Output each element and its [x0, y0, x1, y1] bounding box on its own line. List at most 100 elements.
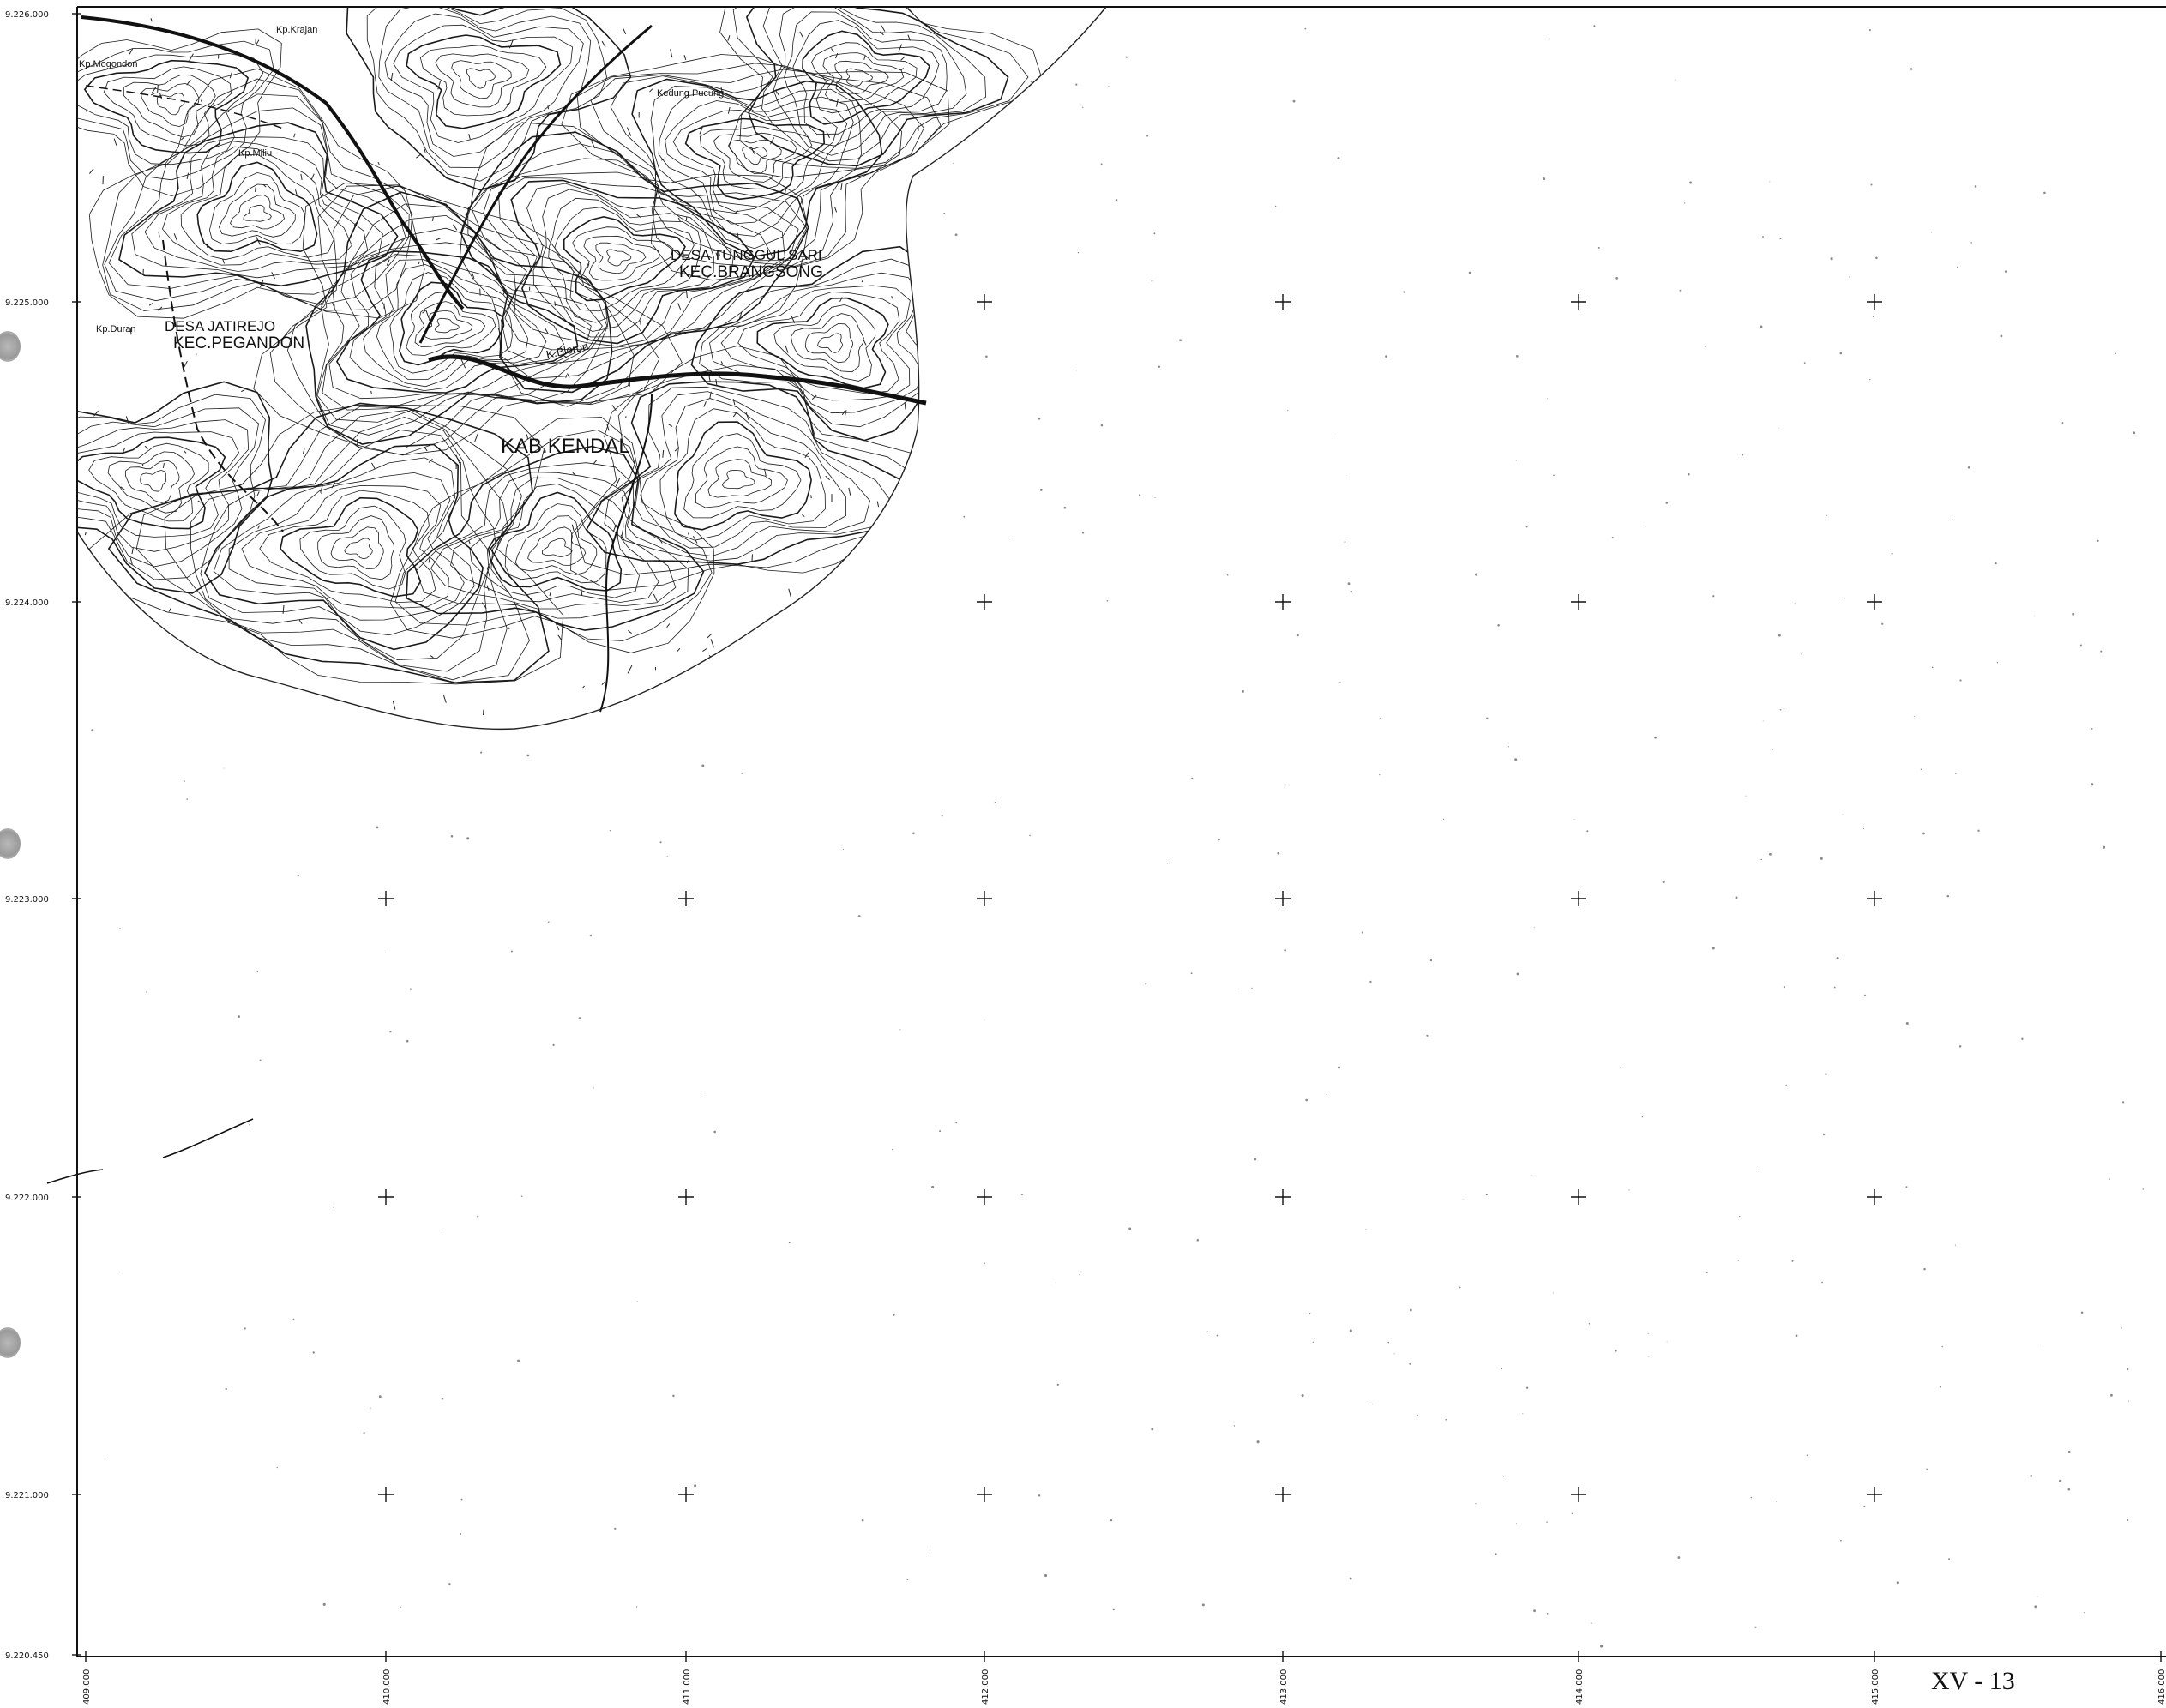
terrain-hachure [835, 52, 839, 59]
speckle-dot [517, 1359, 520, 1362]
speckle-dot [1654, 736, 1657, 739]
terrain-hachure [572, 130, 576, 134]
speckle-dot [119, 928, 121, 929]
contour-line [721, 470, 755, 490]
contour-line [414, 301, 486, 347]
contour-line [434, 317, 460, 334]
speckle-dot [1868, 29, 1871, 32]
contour-line [164, 409, 508, 681]
terrain-hachure [425, 310, 430, 318]
speckle-dot [892, 1148, 893, 1151]
speckle-dot [450, 835, 454, 838]
speckle-dot [1337, 1066, 1341, 1069]
speckle-dot [589, 934, 593, 937]
easting-label: 412.000 [981, 1669, 990, 1705]
speckle-dot [941, 815, 943, 817]
contour-line [583, 235, 660, 281]
terrain-hachure [774, 701, 779, 711]
speckle-dot [2083, 1611, 2085, 1613]
speckle-dot [1516, 1523, 1517, 1524]
terrain-hachure [320, 484, 324, 493]
speckle-dot [1872, 316, 1874, 317]
speckle-dot [1870, 183, 1873, 186]
terrain-hachure [628, 629, 632, 634]
contour-line [450, 477, 659, 603]
easting-label: 414.000 [1575, 1669, 1585, 1705]
speckle-dot [1611, 536, 1614, 539]
terrain-hachure [720, 361, 724, 365]
terrain-hachure [168, 607, 171, 612]
terrain-hachure [370, 390, 373, 395]
speckle-dot [1742, 454, 1744, 456]
contour-line [243, 204, 272, 222]
terrain-hachure [891, 296, 894, 300]
speckle-dot [2097, 539, 2099, 542]
terrain-hachure [702, 648, 707, 653]
speckle-dot [1615, 1350, 1617, 1352]
terrain-hachure [937, 314, 941, 322]
terrain-hachure [157, 85, 159, 93]
terrain-hachure [900, 68, 904, 71]
speckle-dot [259, 1059, 262, 1061]
terrain-hachure [119, 179, 123, 183]
terrain-hachure [880, 31, 884, 36]
speckle-dot [1063, 506, 1067, 509]
speckle-dot [1284, 949, 1286, 952]
speckle-dot [244, 1327, 246, 1330]
terrain-hachure [907, 34, 911, 41]
speckle-dot [1791, 1260, 1794, 1262]
speckle-dot [1760, 858, 1762, 861]
speckle-dot [1588, 1323, 1591, 1325]
label-kec-pegandon: KEC.PEGANDON [173, 334, 304, 352]
speckle-dot [1795, 1334, 1798, 1338]
contour-line [135, 406, 530, 683]
terrain-hachure [565, 375, 568, 378]
speckle-dot [1842, 814, 1844, 815]
speckle-dot [1516, 972, 1519, 976]
speckle-dot [1077, 251, 1080, 254]
terrain-hachure [184, 450, 187, 454]
speckle-dot [2127, 1368, 2129, 1370]
speckle-dot [1349, 1329, 1352, 1332]
label-kec-brangsong: KEC.BRANGSONG [679, 263, 823, 281]
terrain-hachure [572, 472, 577, 477]
speckle-dot [1226, 574, 1229, 576]
speckle-dot [1683, 202, 1686, 204]
punch-hole-1 [0, 331, 21, 362]
terrain-hachure [825, 475, 830, 481]
contour-line [228, 472, 465, 621]
contour-line [576, 63, 942, 268]
terrain-hachure [826, 131, 830, 139]
contour-line [316, 203, 609, 436]
speckle-dot [1112, 1608, 1116, 1611]
speckle-dot [460, 1533, 462, 1535]
speckle-dot [1839, 352, 1843, 355]
speckle-dot [1840, 1539, 1842, 1542]
terrain-hachure [623, 27, 627, 35]
terrain-hachure [876, 501, 880, 508]
terrain-hachure [866, 655, 869, 660]
speckle-dot [1387, 1341, 1390, 1344]
speckle-dot [1292, 99, 1296, 103]
contour-line [773, 304, 876, 382]
speckle-dot [1507, 746, 1510, 748]
speckle-dot [1543, 177, 1546, 181]
terrain-hachure [870, 580, 873, 586]
contour-line [504, 503, 607, 584]
contour-line [811, 42, 918, 114]
speckle-dot [1533, 1609, 1537, 1613]
contour-line [683, 433, 802, 519]
speckle-dot [1769, 181, 1771, 183]
terrain-hachure [592, 460, 598, 466]
speckle-dot [1941, 1345, 1943, 1348]
terrain-hachure [936, 161, 940, 167]
speckle-dot [480, 751, 483, 754]
punch-hole-2 [0, 828, 21, 859]
contour-line [510, 179, 755, 345]
speckle-dot [1233, 1425, 1236, 1427]
speckle-dot [1739, 1216, 1741, 1218]
speckle-dot [1515, 355, 1519, 358]
terrain-hachure [431, 216, 435, 222]
terrain-hachure [437, 81, 441, 90]
terrain-hachure [422, 310, 427, 314]
